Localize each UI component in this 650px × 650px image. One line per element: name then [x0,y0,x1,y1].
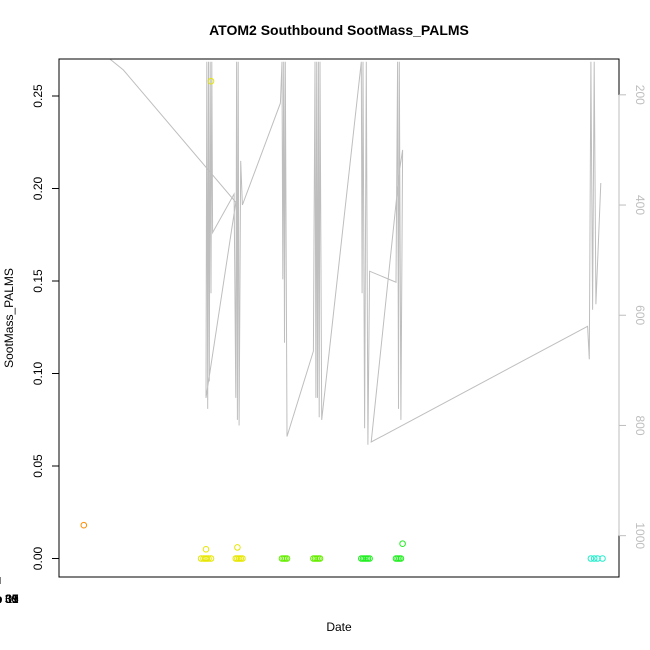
x-tick-label: Feb 03 [0,592,19,606]
x-tick-label: Feb 11 [0,592,19,606]
data-point [366,555,373,562]
x-tick-label: Feb 05 [0,592,19,606]
data-point [207,77,215,85]
chart-title: ATOM2 Southbound SootMass_PALMS [209,22,469,38]
data-point [397,555,405,562]
data-point [202,546,210,553]
x-axis-label: Date [326,620,352,634]
data-point [239,555,246,562]
scatter-series [80,77,606,562]
y2-tick-label: 600 [633,305,647,325]
y-tick-label: 0.05 [31,454,45,478]
y-tick-label: 0.10 [31,361,45,385]
y-axis: 0.00 0.05 0.10 0.15 0.20 0.25 [31,84,60,570]
x-tick-label: Jan 30 [0,592,18,606]
data-point [316,555,324,562]
altitude-line [109,59,602,445]
data-point [205,555,212,562]
data-point [599,555,606,562]
data-point [283,555,291,562]
y2-tick-label: 1000 [633,522,647,549]
y-tick-label: 0.15 [31,269,45,293]
line-series [109,59,602,445]
y-tick-label: 0.20 [31,176,45,200]
x-tick-label: Feb 01 [0,592,19,606]
plot-frame [58,58,620,578]
x-tick-label: Feb 09 [0,592,19,606]
x-axis: Jan 30Feb 01Feb 03Feb 05Feb 07Feb 09Feb … [0,577,19,606]
y-axis-label: SootMass_PALMS [2,268,16,368]
data-point [590,555,598,562]
data-point [234,544,241,551]
data-point [399,540,406,548]
y2-tick-label: 800 [633,415,647,435]
data-point [594,555,601,562]
y-tick-label: 0.00 [31,546,45,570]
y2-tick-label: 200 [633,85,647,105]
data-point [587,555,595,562]
y2-axis: 200 400 600 800 1000 [618,85,647,549]
y-tick-label: 0.25 [31,84,45,108]
y2-tick-label: 400 [633,195,647,215]
data-point [207,555,215,562]
data-point [80,521,88,529]
x-tick-label: Feb 07 [0,592,19,606]
